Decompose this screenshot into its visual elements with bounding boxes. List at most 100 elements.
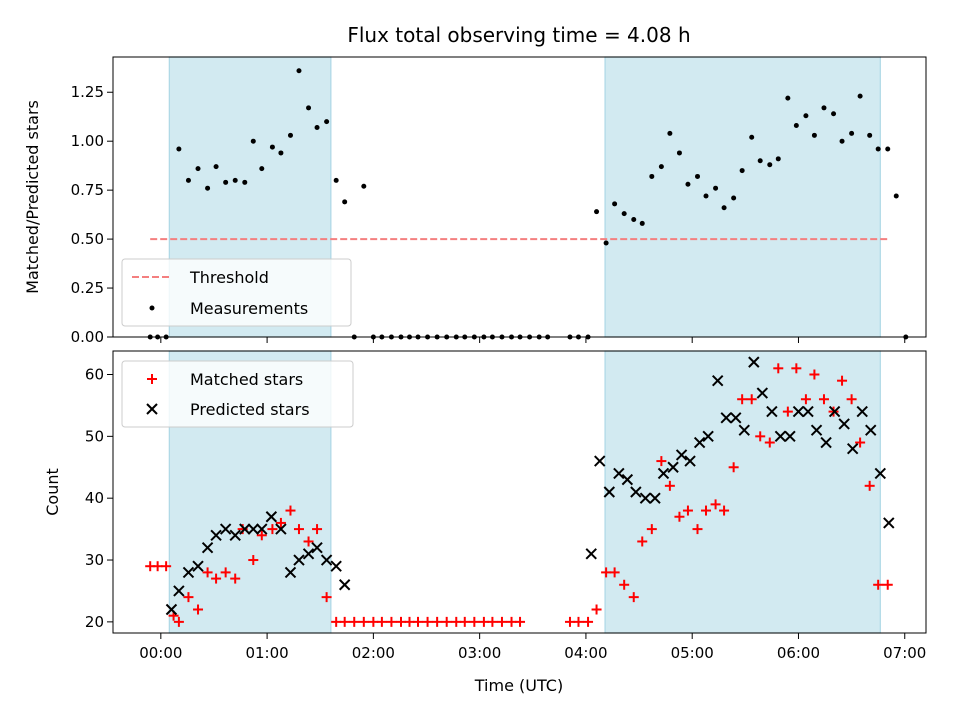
matched-star-marker <box>800 394 811 405</box>
y-tick-label: 0.50 <box>71 230 104 248</box>
predicted-star-marker <box>711 374 724 387</box>
matched-star-marker <box>285 505 296 516</box>
measurement-point <box>306 105 312 111</box>
measurement-point <box>785 95 791 101</box>
measurement-point <box>757 158 763 164</box>
matched-star-marker <box>628 592 639 603</box>
measurement-point <box>631 217 637 223</box>
y-tick-label: 0.25 <box>71 279 104 297</box>
measurement-point <box>594 209 600 215</box>
predicted-star-marker <box>810 424 823 436</box>
matched-star-marker <box>202 567 213 578</box>
predicted-star-marker <box>639 492 652 504</box>
count-x-ticks: 00:00 01:00 02:00 03:00 04:00 05:00 06:00 07:00 <box>139 633 926 662</box>
predicted-star-marker <box>256 523 268 535</box>
measurement-point <box>213 164 219 170</box>
y-tick-label: 1.00 <box>71 132 104 150</box>
ratio-y-ticks: 0.00 0.25 0.50 0.75 1.00 1.25 <box>71 83 113 346</box>
predicted-star-marker <box>311 541 323 554</box>
count-panel: 20 30 40 50 60 00:00 01:00 02:00 03:00 04:00 05:0… <box>43 350 927 695</box>
predicted-star-marker <box>730 412 742 424</box>
matched-star-marker <box>619 579 630 590</box>
x-tick-label: 03:00 <box>458 644 501 662</box>
matched-star-marker <box>506 616 517 627</box>
ratio-legend: Threshold Measurements <box>121 258 352 327</box>
matched-star-marker <box>220 567 231 578</box>
predicted-star-marker <box>320 554 333 566</box>
matched-star-marker <box>591 604 602 615</box>
matched-star-marker <box>746 394 757 405</box>
matched-star-marker <box>719 505 730 516</box>
matched-star-marker <box>837 375 848 386</box>
predicted-star-marker <box>856 405 868 418</box>
predicted-star-marker <box>838 418 850 430</box>
matched-star-marker <box>413 616 424 627</box>
predicted-star-marker <box>828 405 841 418</box>
observing-window-band <box>604 56 881 338</box>
measurement-point <box>176 146 182 152</box>
matched-star-marker <box>152 561 163 572</box>
y-tick-label: 40 <box>85 489 104 507</box>
matched-star-marker <box>873 579 884 590</box>
observing-window-band <box>604 350 881 634</box>
predicted-star-marker <box>675 449 688 461</box>
y-tick-label: 30 <box>85 551 104 569</box>
predicted-star-marker <box>293 554 305 566</box>
matched-star-marker <box>782 406 793 417</box>
matched-star-marker <box>349 616 360 627</box>
predicted-star-marker <box>748 356 760 368</box>
x-tick-label: 00:00 <box>139 644 182 662</box>
measurement-point <box>195 166 201 172</box>
matched-star-marker <box>674 511 685 522</box>
measurement-point <box>269 144 275 150</box>
measurement-point <box>811 132 817 138</box>
predicted-star-marker <box>820 436 832 449</box>
measurement-point <box>739 168 745 174</box>
matched-star-marker <box>656 456 667 467</box>
matched-star-marker <box>303 536 314 547</box>
legend-x-marker <box>146 403 158 415</box>
matched-star-marker <box>211 573 222 584</box>
measurement-point <box>713 185 719 191</box>
measurement-point <box>867 132 873 138</box>
legend-threshold-label: Threshold <box>189 268 269 287</box>
predicted-star-marker <box>182 566 195 579</box>
observing-windows <box>168 56 881 338</box>
measurement-point <box>314 124 320 130</box>
predicted-star-marker <box>756 387 769 399</box>
matched-star-marker <box>583 616 594 627</box>
matched-star-marker <box>864 480 875 491</box>
matched-star-marker <box>609 567 620 578</box>
predicted-star-marker <box>594 455 606 467</box>
measurement-point <box>849 130 855 136</box>
predicted-star-marker <box>247 523 259 535</box>
predicted-star-marker <box>210 529 222 541</box>
legend-predicted-swatch <box>146 403 158 415</box>
matched-star-marker <box>451 616 462 627</box>
measurement-point <box>278 150 284 156</box>
matched-star-marker <box>855 437 866 448</box>
matched-star-marker <box>515 616 526 627</box>
matched-star-marker <box>755 431 766 442</box>
legend-matched-label: Matched stars <box>190 370 303 389</box>
measurement-point <box>749 134 755 140</box>
x-tick-label: 04:00 <box>564 644 607 662</box>
matched-star-marker <box>682 505 693 516</box>
matched-star-marker <box>312 524 323 535</box>
matched-star-marker <box>496 616 507 627</box>
measurement-point <box>731 195 737 201</box>
y-tick-label: 0.00 <box>71 328 104 346</box>
measurement-point <box>875 146 881 152</box>
legend-matched-swatch <box>147 374 157 384</box>
measurement-point <box>649 173 655 179</box>
measurement-point <box>259 166 265 172</box>
y-tick-label: 20 <box>85 613 104 631</box>
measurement-point <box>287 132 293 138</box>
count-y-axis-label: Count <box>43 468 62 516</box>
predicted-star-marker <box>874 467 887 480</box>
matched-star-marker <box>773 363 784 374</box>
predicted-star-marker <box>603 486 616 498</box>
predicted-star-marker <box>802 405 814 418</box>
predicted-star-marker <box>649 492 661 504</box>
